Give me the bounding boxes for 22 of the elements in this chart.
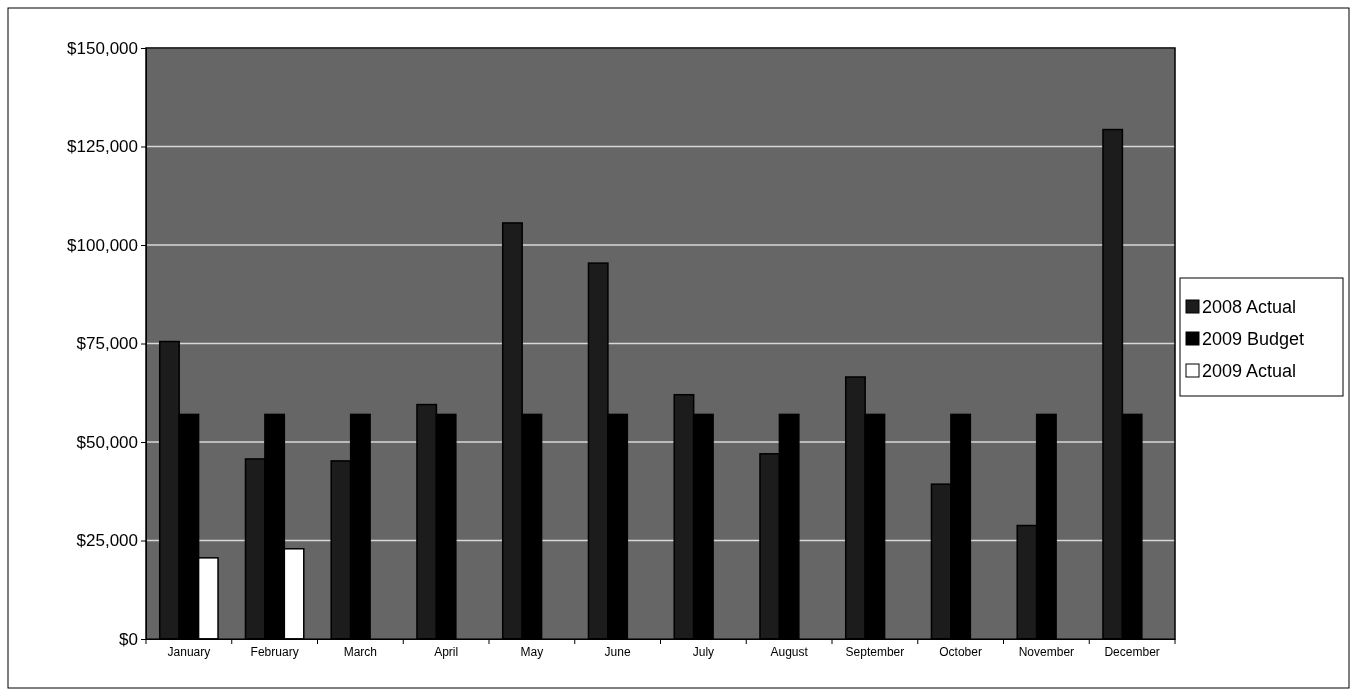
x-tick-label: July [692, 644, 715, 659]
y-tick-label: $150,000 [67, 38, 138, 58]
x-tick-label: February [250, 644, 299, 659]
x-tick-label: May [520, 644, 544, 659]
x-tick-label: March [343, 644, 378, 659]
x-tick-label: September [845, 644, 905, 659]
y-tick-label: $0 [119, 629, 138, 649]
x-tick-label: June [604, 644, 631, 659]
y-tick-label: $125,000 [67, 137, 138, 157]
legend-label: 2009 Budget [1202, 329, 1305, 349]
x-tick-label: November [1018, 644, 1075, 659]
y-tick-label: $50,000 [76, 432, 138, 452]
y-tick-label: $75,000 [76, 334, 138, 354]
x-tick-label: January [167, 644, 211, 659]
y-tick-label: $100,000 [67, 235, 138, 255]
x-tick-label: August [770, 644, 809, 659]
y-tick-label: $25,000 [76, 531, 138, 551]
x-tick-label: April [434, 644, 459, 659]
legend-label: 2008 Actual [1202, 297, 1297, 317]
x-tick-label: October [939, 644, 982, 659]
legend-label: 2009 Actual [1202, 361, 1297, 381]
x-tick-label: December [1104, 644, 1160, 659]
